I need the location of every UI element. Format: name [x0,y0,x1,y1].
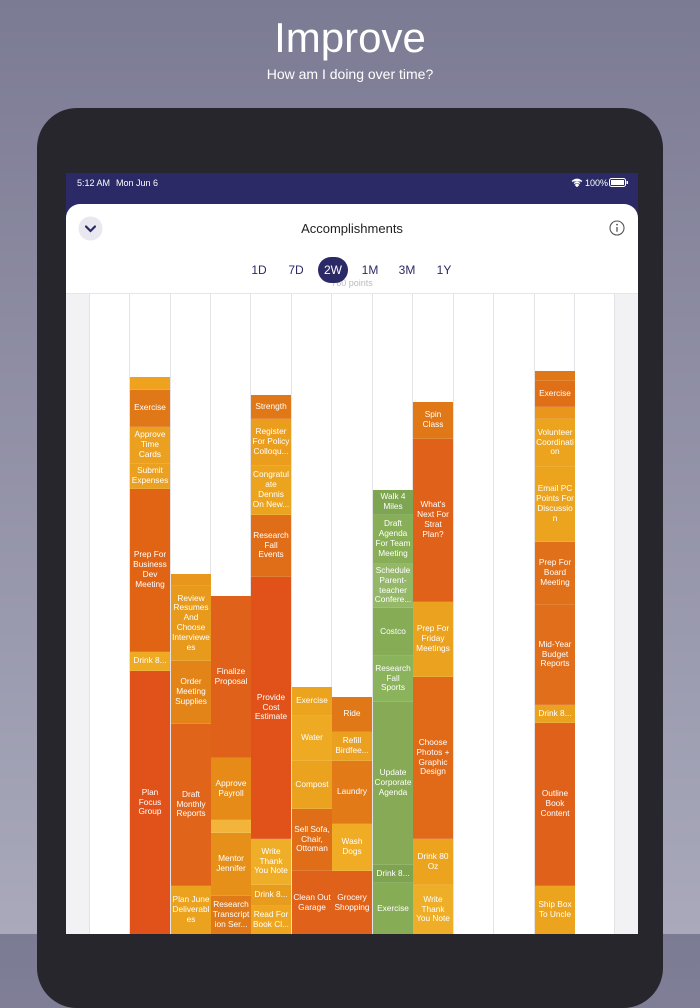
sheet-title: Accomplishments [301,221,403,236]
task-block[interactable]: Mid-Year Budget Reports [535,605,575,705]
task-block[interactable]: Draft Agenda For Team Meeting [373,515,413,564]
task-block[interactable]: Update Corporate Agenda [373,702,413,865]
task-block[interactable]: Drink 8... [130,652,170,671]
total-points: 760 points [331,278,373,288]
task-block[interactable]: Approve Payroll [211,758,251,820]
task-block[interactable] [535,371,575,381]
column-separator [89,294,90,934]
task-block[interactable]: Provide Cost Estimate [251,577,291,839]
column-separator [129,294,130,934]
task-block[interactable]: Strength [251,395,291,419]
info-button[interactable] [609,220,625,236]
task-block[interactable]: Approve Time Cards [130,427,170,464]
task-block[interactable]: Mentor Jennifer [211,833,251,896]
task-block[interactable]: Research Transcription Ser... [211,896,251,934]
status-date: Mon Jun 6 [116,178,159,188]
task-block[interactable]: Research Fall Events [251,515,291,577]
task-block[interactable]: Drink 80 Oz [413,839,453,885]
sheet: Accomplishments 760 points Exercise Appro… [66,204,638,934]
collapse-button[interactable] [78,216,103,241]
task-block[interactable]: Draft Monthly Reports [171,724,211,886]
range-option[interactable]: 1D [251,263,267,277]
range-option[interactable]: 1M [361,263,379,277]
task-block[interactable]: Drink 8... [373,865,413,883]
task-block[interactable]: Exercise [130,390,170,427]
task-block[interactable]: Prep For Board Meeting [535,542,575,605]
status-battery: 100% [585,178,609,188]
task-block[interactable]: Compost [292,761,332,809]
task-block[interactable]: Ride [332,697,372,732]
task-block[interactable] [535,407,575,419]
task-block[interactable]: Laundry [332,761,372,824]
status-time: 5:12 AM [77,178,111,188]
task-block[interactable]: Exercise [535,381,575,407]
task-block[interactable]: Refill Birdfee... [332,732,372,761]
task-block[interactable]: Research Fall Sports [373,656,413,702]
task-block[interactable]: Congratulate Dennis On New... [251,466,291,515]
task-block[interactable]: Exercise [373,883,413,934]
range-option[interactable]: 7D [288,263,304,277]
task-block[interactable]: What's Next For Strat Plan? [413,439,453,602]
screen: 5:12 AM Mon Jun 6 100% Accomplishments 7… [66,173,638,934]
task-block[interactable] [171,574,211,586]
task-block[interactable]: Plan Focus Group [130,671,170,934]
task-block[interactable]: Plan June Deliverables [171,886,211,934]
column-separator [493,294,494,934]
task-block[interactable]: Grocery Shopping [332,871,372,934]
title: Improve [274,14,426,61]
task-block[interactable]: Submit Expenses [130,464,170,489]
task-block[interactable]: Water [292,716,332,761]
task-block[interactable]: Ship Box To Uncle [535,886,575,934]
task-block[interactable]: Sell Sofa, Chair, Ottoman [292,809,332,871]
column-separator [534,294,535,934]
task-block[interactable]: Costco [373,608,413,656]
battery-icon [609,178,628,187]
subtitle: How am I doing over time? [266,66,434,82]
chart-area: Exercise Approve Time Cards Submit Expense… [66,293,638,934]
range-option[interactable]: 3M [398,263,416,277]
task-block[interactable]: Clean Out Garage [292,871,332,934]
task-block[interactable]: Prep For Friday Meetings [413,602,453,677]
wifi-icon [571,178,583,187]
range-option[interactable]: 1Y [436,263,452,277]
task-block[interactable]: Write Thank You Note [413,885,453,934]
task-block[interactable]: Volunteer Coordination [535,419,575,467]
task-block[interactable]: Register For Policy Colloqu... [251,419,291,466]
column-separator [372,294,373,934]
column-separator [453,294,454,934]
task-block[interactable]: Read For Book Cl... [251,906,291,934]
task-block[interactable]: Schedule Parent-teacher Confere... [373,564,413,608]
task-block[interactable]: Outline Book Content [535,723,575,886]
task-block[interactable]: Drink 8... [535,705,575,723]
column-separator [170,294,171,934]
task-block[interactable]: Finalize Proposal [211,596,251,758]
task-block[interactable]: Choose Photos + Graphic Design [413,677,453,839]
range-option[interactable]: 2W [318,257,348,283]
task-block[interactable]: Exercise [292,687,332,716]
task-block[interactable]: Order Meeting Supplies [171,661,211,724]
task-block[interactable] [130,377,170,390]
task-block[interactable]: Spin Class [413,402,453,439]
task-block[interactable]: Review Resumes And Choose Interviewees [171,586,211,661]
column-separator [331,294,332,934]
task-block[interactable]: Email PC Points For Discussion [535,467,575,542]
task-block[interactable]: Wash Dogs [332,824,372,871]
task-block[interactable]: Walk 4 Miles [373,490,413,515]
task-block[interactable]: Drink 8... [251,885,291,906]
task-block[interactable]: Prep For Business Dev Meeting [130,489,170,652]
column-separator [614,294,615,934]
task-block[interactable]: Write Thank You Note [251,839,291,885]
task-block[interactable] [211,820,251,833]
column-separator [291,294,292,934]
